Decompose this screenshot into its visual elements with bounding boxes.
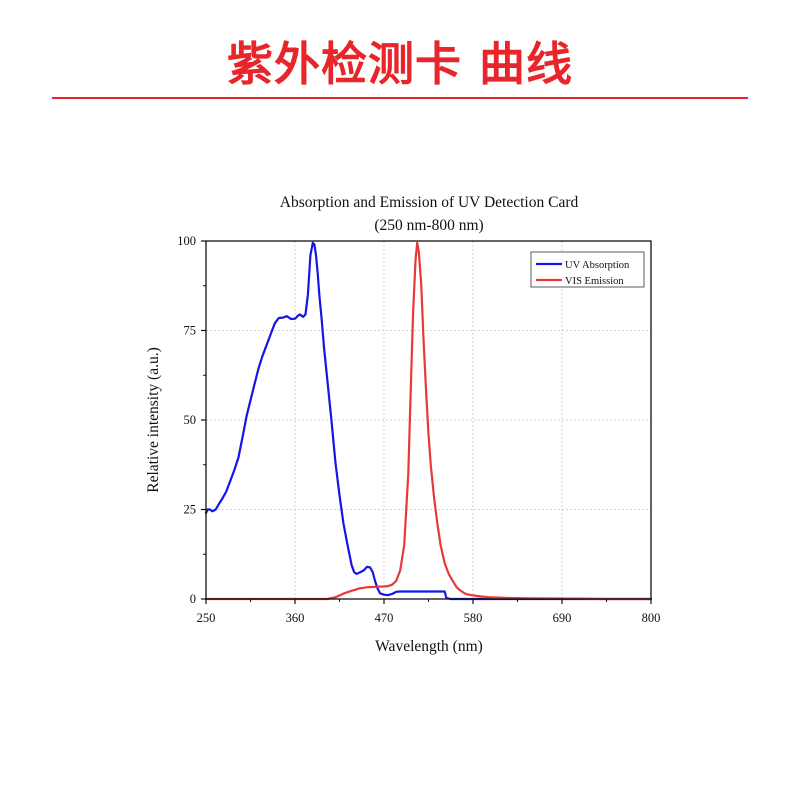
x-tick-label: 800 <box>642 611 661 625</box>
series-line-uv-absorption <box>204 241 653 601</box>
series-line-vis-emission <box>204 241 653 601</box>
axis-ticks: 250 360 470 580 690 800 0 25 50 75 100 <box>177 234 660 625</box>
legend: UV Absorption VIS Emission <box>530 251 645 288</box>
y-axis-label: Relative intensity (a.u.) <box>145 347 162 493</box>
y-tick-label: 50 <box>184 413 197 427</box>
chart-title: Absorption and Emission of UV Detection … <box>280 194 579 211</box>
page-title: 紫外检测卡 曲线 <box>226 37 573 91</box>
legend-box <box>530 251 645 288</box>
y-tick-label: 25 <box>184 503 197 517</box>
x-tick-label: 470 <box>375 611 394 625</box>
x-tick-label: 690 <box>553 611 572 625</box>
legend-label: UV Absorption <box>565 260 630 271</box>
y-tick-label: 0 <box>190 592 196 606</box>
y-tick-label: 75 <box>184 324 197 338</box>
x-tick-label: 360 <box>286 611 305 625</box>
x-axis-label: Wavelength (nm) <box>375 638 483 655</box>
y-tick-label: 100 <box>177 234 196 248</box>
x-tick-label: 580 <box>464 611 483 625</box>
legend-label: VIS Emission <box>565 276 624 287</box>
title-divider <box>52 97 748 99</box>
chart-subtitle: (250 nm-800 nm) <box>374 217 483 234</box>
series-group <box>204 241 653 601</box>
x-tick-label: 250 <box>197 611 216 625</box>
